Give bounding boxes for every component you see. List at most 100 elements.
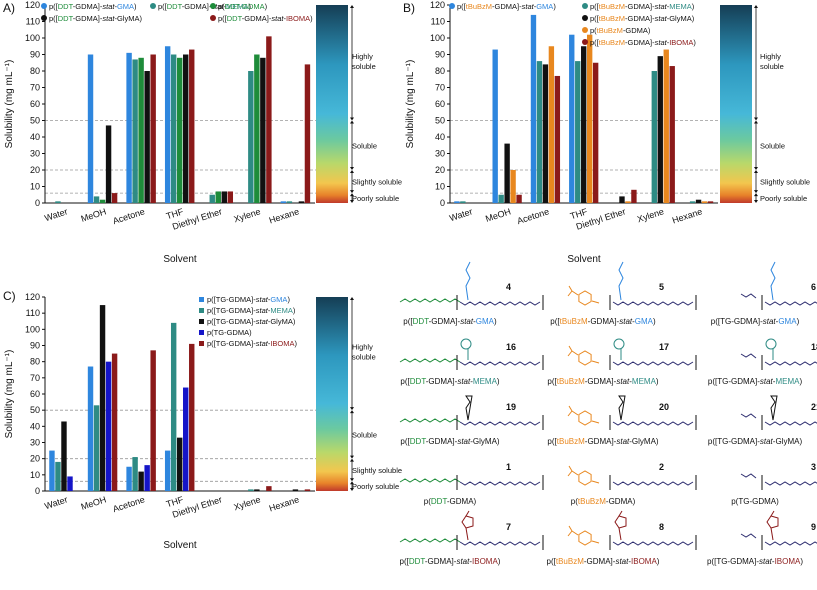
legend-label: p(TG-GDMA) xyxy=(207,328,252,337)
thioglycerol xyxy=(740,473,757,479)
bar xyxy=(248,489,254,491)
y-tick-label: 100 xyxy=(25,33,40,43)
glyma-sidegroup xyxy=(465,395,473,421)
bar xyxy=(138,471,144,491)
structure-17: 17 p([tBuBzM-GDMA]-stat-MEMA) xyxy=(547,338,697,386)
legend-swatch xyxy=(199,341,204,346)
structure-9: 9 p([TG-GDMA]-stat-IBOMA) xyxy=(707,510,817,566)
legend-swatch xyxy=(199,319,204,324)
legend-swatch xyxy=(199,308,204,313)
range-arrowhead xyxy=(350,190,354,194)
glyma-sidegroup xyxy=(770,395,778,421)
x-tick-label: Xylene xyxy=(232,494,261,512)
range-label: Poorly soluble xyxy=(352,482,399,491)
bar xyxy=(55,461,61,491)
structure-caption: p(DDT-GDMA) xyxy=(424,497,477,506)
repeat-brackets xyxy=(609,415,697,430)
bar xyxy=(619,196,625,203)
structures: 4 p([DDT-GDMA]-stat-GMA) 5 p([tBuBzM-GDMA]-… xyxy=(399,261,817,566)
bar xyxy=(99,199,106,203)
repeat-brackets xyxy=(761,415,763,430)
repeat-brackets xyxy=(456,535,544,550)
structure-8: 8 p([tBuBzM-GDMA]-stat-IBOMA) xyxy=(547,510,697,566)
y-tick-label: 20 xyxy=(435,165,445,175)
structure-caption: p([DDT-GDMA]-stat-IBOMA) xyxy=(400,557,501,566)
structure-caption: p([TG-GDMA]-stat-GMA) xyxy=(711,317,800,326)
iboma-sidegroup xyxy=(461,510,474,541)
gdma-backbone xyxy=(764,541,817,546)
x-tick-label: Water xyxy=(43,494,69,511)
compound-number: 4 xyxy=(506,282,511,292)
structure-20: 20 p([tBuBzM-GDMA]-stat-GlyMA) xyxy=(547,395,697,446)
structure-4: 4 p([DDT-GDMA]-stat-GMA) xyxy=(399,261,544,326)
compound-number: 6 xyxy=(811,282,816,292)
bar xyxy=(126,52,132,203)
range-label: Slightly soluble xyxy=(352,466,402,475)
x-tick-label: Water xyxy=(43,206,69,223)
legend-swatch xyxy=(449,3,455,9)
range-arrowhead xyxy=(350,200,354,203)
y-tick-label: 40 xyxy=(435,132,445,142)
thioglycerol xyxy=(740,353,757,359)
structure-caption: p([DDT-GDMA]-stat-GlyMA) xyxy=(400,437,499,446)
structure-5: 5 p([tBuBzM-GDMA]-stat-GMA) xyxy=(550,261,697,326)
y-tick-label: 100 xyxy=(430,33,445,43)
thioglycerol xyxy=(740,413,757,419)
y-tick-label: 70 xyxy=(30,83,40,93)
x-tick-label: Hexane xyxy=(268,494,301,513)
benzyl-link xyxy=(591,300,600,304)
compound-number: 3 xyxy=(811,462,816,472)
structure-2: 2 p(tBuBzM-GDMA) xyxy=(567,462,697,506)
gdma-backbone xyxy=(459,481,541,486)
tert-butyl xyxy=(567,465,579,477)
bar xyxy=(304,489,311,491)
bar xyxy=(298,201,305,203)
bar xyxy=(625,201,631,203)
bar xyxy=(176,437,183,491)
range-arrowhead xyxy=(754,170,758,173)
gdma-backbone xyxy=(764,301,817,306)
range-label: Slightly soluble xyxy=(760,178,810,187)
structure-19: 19 p([DDT-GDMA]-stat-GlyMA) xyxy=(399,395,544,446)
thioglycerol xyxy=(740,533,757,539)
repeat-brackets xyxy=(456,475,544,490)
bar xyxy=(260,57,266,203)
repeat-brackets xyxy=(456,355,544,370)
range-label-highly: Highly xyxy=(352,52,373,61)
range-arrowhead xyxy=(350,410,354,414)
gdma-backbone xyxy=(459,361,541,366)
bar xyxy=(176,57,183,203)
range-arrowhead xyxy=(754,200,758,203)
repeat-brackets xyxy=(609,355,697,370)
repeat-brackets xyxy=(609,475,697,490)
bar xyxy=(138,57,144,203)
bar xyxy=(227,191,234,203)
bar xyxy=(144,71,150,203)
bar xyxy=(111,193,118,203)
y-tick-label: 20 xyxy=(30,165,40,175)
x-tick-label: Xylene xyxy=(636,206,665,224)
thiol-chain xyxy=(399,418,461,423)
structure-7: 7 p([DDT-GDMA]-stat-IBOMA) xyxy=(400,510,544,566)
legend-label: p([tBuBzM-GDMA]-stat-GMA) xyxy=(457,2,556,11)
legend: p([tBuBzM-GDMA]-stat-GMA) p([tBuBzM-GDMA]… xyxy=(449,2,696,47)
gdma-backbone xyxy=(612,301,694,306)
legend-label: p([tBuBzM-GDMA]-stat-IBOMA) xyxy=(590,38,696,47)
bar xyxy=(150,350,156,491)
gdma-backbone xyxy=(459,541,541,546)
range-arrowhead xyxy=(350,407,354,411)
compound-number: 20 xyxy=(659,402,669,412)
bar xyxy=(93,405,100,491)
structure-caption: p([tBuBzM-GDMA]-stat-IBOMA) xyxy=(547,557,660,566)
y-tick-label: 0 xyxy=(35,198,40,208)
panel-label: A) xyxy=(3,1,15,15)
y-tick-label: 110 xyxy=(26,308,40,318)
y-tick-label: 60 xyxy=(30,99,40,109)
range-label: Slightly soluble xyxy=(352,178,402,187)
bar xyxy=(164,450,171,491)
bar xyxy=(221,191,227,203)
benzyl-link xyxy=(591,540,600,544)
structure-18: 18 p([TG-GDMA]-stat-MEMA) xyxy=(708,338,817,386)
gdma-backbone xyxy=(612,541,694,546)
